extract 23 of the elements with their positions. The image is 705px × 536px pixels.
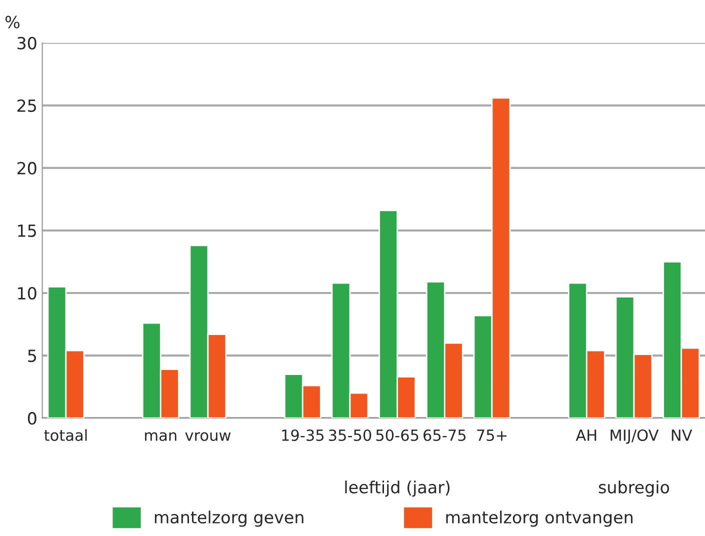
y-tick-label: 15 [18, 224, 36, 238]
y-tick-label: 0 [28, 412, 36, 425]
y-tick-label: 10 [18, 286, 36, 300]
y-tick-label: 5 [28, 350, 36, 362]
y-tick-label: 20 [17, 162, 36, 175]
x-tick-label: vrouw [185, 432, 231, 442]
x-tick-label: 35-50 [328, 429, 372, 442]
text: leeftijd (jaar) [345, 480, 450, 497]
y-tick-label: 25 [17, 99, 36, 112]
text: subregio [598, 480, 670, 497]
y-tick-label: 30 [18, 36, 36, 50]
x-tick-label: 19-35 [282, 429, 324, 442]
x-tick-label: man [145, 432, 176, 442]
x-tick-label: 50-65 [376, 429, 418, 442]
x-tick-label: AH [576, 430, 596, 441]
x-tick-label: MIJ/OV [610, 429, 659, 444]
x-tick-label: 65-75 [424, 429, 466, 442]
legend-label: mantelzorg ontvangen [446, 510, 632, 527]
x-tick-label: 75+ [477, 430, 506, 442]
y-axis-title: % [5, 16, 20, 28]
x-tick-label: totaal [44, 429, 87, 442]
x-tick-label: NV [672, 430, 692, 441]
legend-label: mantelzorg geven [154, 510, 304, 527]
